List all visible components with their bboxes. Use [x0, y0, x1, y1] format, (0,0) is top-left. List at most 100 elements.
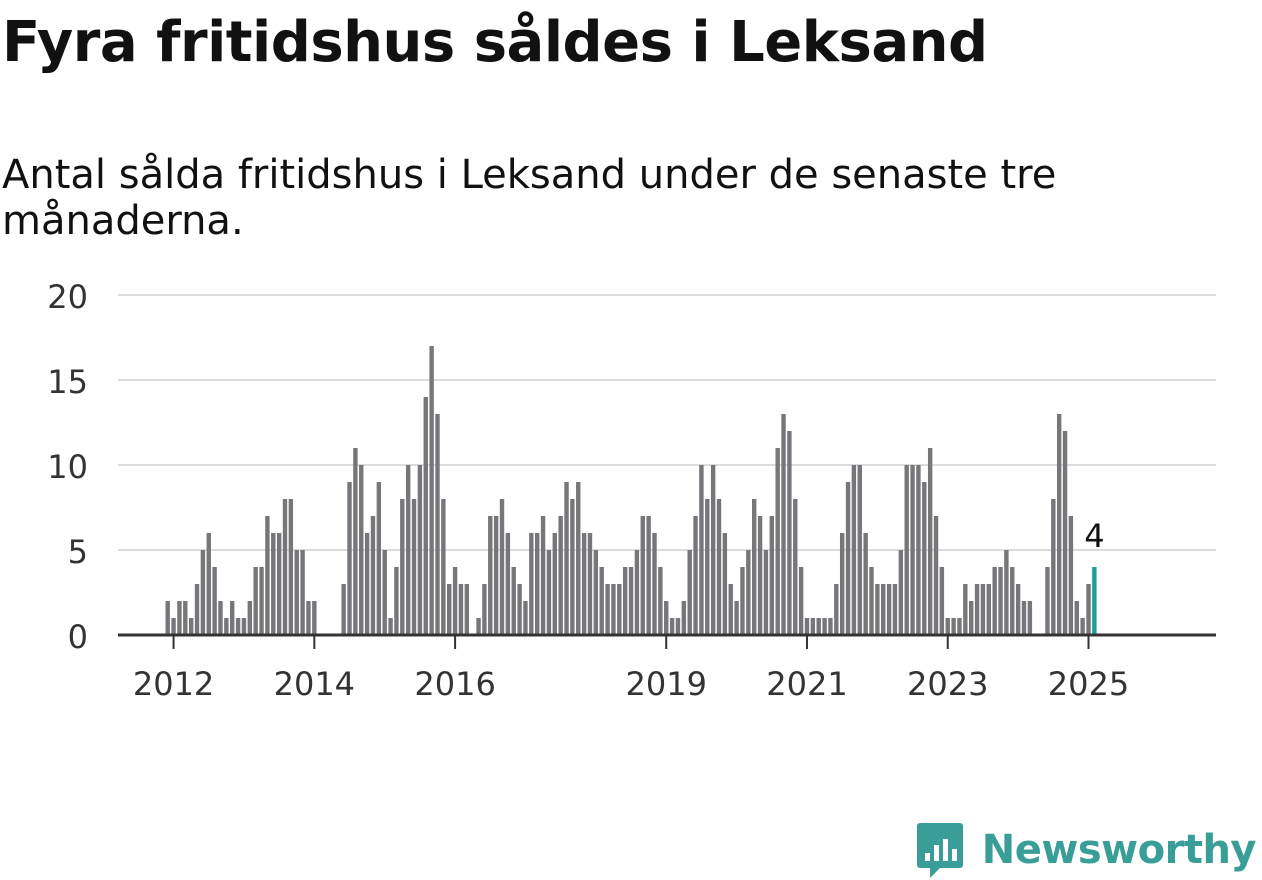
- bar: [752, 499, 757, 635]
- bar: [1056, 414, 1062, 635]
- bar: [722, 533, 728, 635]
- bar: [353, 448, 358, 635]
- bar: [640, 516, 645, 635]
- bar: [927, 448, 933, 635]
- bar: [898, 550, 904, 635]
- x-tick-label: 2025: [1048, 665, 1129, 703]
- bar: [933, 516, 939, 635]
- y-tick-label: 0: [68, 618, 88, 656]
- bar: [1051, 499, 1056, 635]
- bar: [904, 465, 909, 635]
- bar: [881, 584, 886, 635]
- bar: [839, 533, 845, 635]
- bar: [845, 482, 851, 635]
- bar: [705, 499, 710, 635]
- bar: [916, 465, 921, 635]
- bar: [599, 567, 604, 635]
- bar: [1015, 584, 1021, 635]
- bar: [288, 499, 294, 635]
- bar: [382, 550, 387, 635]
- bar: [816, 618, 821, 635]
- bar: [793, 499, 798, 635]
- bar: [658, 567, 663, 635]
- bar: [405, 465, 411, 635]
- bar: [980, 584, 986, 635]
- bar: [1062, 431, 1068, 635]
- bar: [188, 618, 194, 635]
- annotations: 4: [1084, 517, 1104, 555]
- bar: [716, 499, 722, 635]
- bar: [922, 482, 927, 635]
- bar: [746, 550, 751, 635]
- bar: [1010, 567, 1015, 635]
- bar: [200, 550, 206, 635]
- bar: [963, 584, 968, 635]
- bar: [910, 465, 915, 635]
- brand-name: Newsworthy: [981, 827, 1257, 873]
- bar: [728, 584, 733, 635]
- bar: [1068, 516, 1074, 635]
- bar: [1080, 618, 1085, 635]
- x-tick-label: 2019: [626, 665, 707, 703]
- y-tick-label: 10: [47, 448, 88, 486]
- bar: [423, 397, 428, 635]
- bar: [1045, 567, 1050, 635]
- x-tick-label: 2021: [766, 665, 847, 703]
- bar: [347, 482, 352, 635]
- bar: [1027, 601, 1033, 635]
- bar: [505, 533, 511, 635]
- bar: [388, 618, 393, 635]
- bar: [206, 533, 211, 635]
- bar: [241, 618, 247, 635]
- y-tick-label: 20: [47, 278, 88, 316]
- bar: [886, 584, 892, 635]
- bar: [787, 431, 792, 635]
- bar: [945, 618, 950, 635]
- bar: [476, 618, 481, 635]
- bar: [781, 414, 786, 635]
- bar: [834, 584, 839, 635]
- x-axis: 2012 2014 2016 2019 2021 2023 2025: [118, 633, 1216, 703]
- bar: [798, 567, 804, 635]
- bar: [429, 346, 434, 635]
- bar: [370, 516, 376, 635]
- bar: [546, 550, 552, 635]
- y-grid: [118, 294, 1216, 551]
- bar: [892, 584, 898, 635]
- bar: [165, 601, 170, 635]
- bar: [593, 550, 599, 635]
- bar-chart: 0 5 10 15 20 2012 2014 2016 2019 2021 2023 2025 4: [47, 278, 1216, 703]
- bar: [224, 618, 229, 635]
- bar: [611, 584, 616, 635]
- bar: [517, 584, 522, 635]
- bar: [699, 465, 704, 635]
- y-tick-label: 15: [47, 363, 88, 401]
- bar: [499, 499, 505, 635]
- bar: [482, 584, 487, 635]
- bar: [376, 482, 382, 635]
- y-tick-labels: 0 5 10 15 20: [47, 278, 88, 656]
- x-tick-label: 2012: [133, 665, 214, 703]
- bar: [300, 550, 305, 635]
- bar: [535, 533, 540, 635]
- bar: [253, 567, 258, 635]
- bar: [171, 618, 176, 635]
- bar: [652, 533, 657, 635]
- bar: [564, 482, 569, 635]
- bar: [669, 618, 675, 635]
- bar: [276, 533, 282, 635]
- bar: [857, 465, 862, 635]
- bar: [265, 516, 270, 635]
- bar: [628, 567, 634, 635]
- bar: [804, 618, 810, 635]
- bar: [493, 516, 499, 635]
- bar: [441, 499, 446, 635]
- chart-subtitle: Antal sålda fritidshus i Leksand under d…: [2, 152, 1057, 244]
- bar: [974, 584, 980, 635]
- bar: [634, 550, 640, 635]
- y-tick-label: 5: [68, 533, 88, 571]
- bar: [218, 601, 223, 635]
- bar: [710, 465, 716, 635]
- bar: [529, 533, 534, 635]
- bar: [488, 516, 493, 635]
